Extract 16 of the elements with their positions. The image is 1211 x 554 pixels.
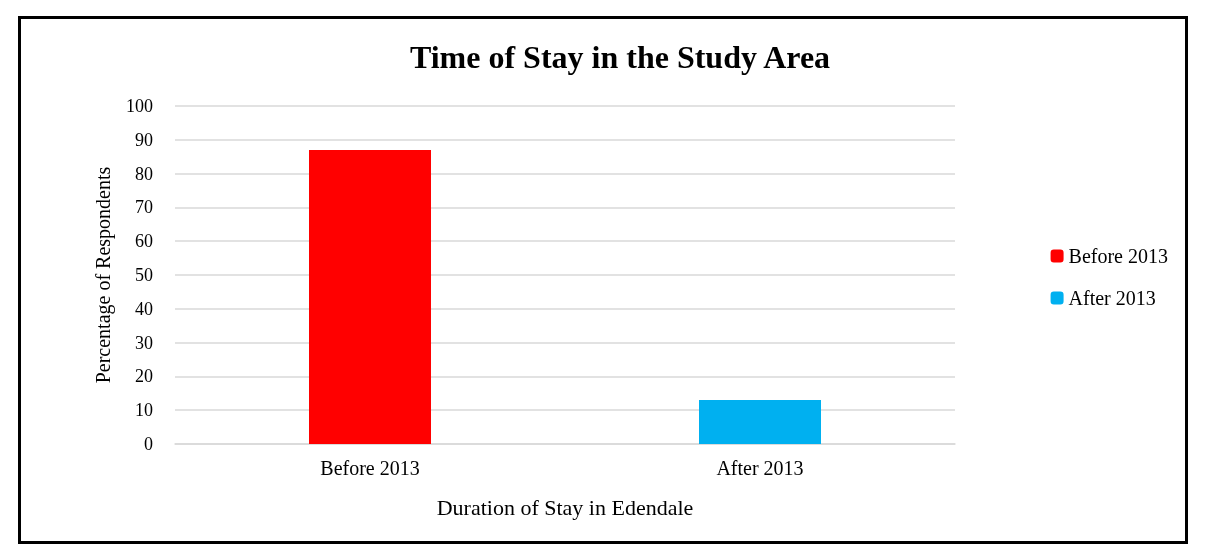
legend-label: After 2013: [1068, 287, 1156, 309]
y-tick-label: 80: [135, 163, 153, 184]
legend-label: Before 2013: [1068, 245, 1169, 267]
y-tick-label: 0: [144, 434, 153, 454]
y-tick-label: 20: [135, 366, 153, 387]
y-tick-label: 10: [135, 400, 153, 421]
y-tick-label: 70: [135, 197, 153, 218]
y-axis-title: Percentage of Respondents: [92, 166, 115, 384]
y-tick-label: 30: [135, 332, 153, 353]
y-tick-label: 60: [135, 231, 153, 252]
y-tick-label: 50: [135, 265, 153, 285]
y-tick-label: 40: [135, 298, 153, 319]
y-tick-label: 100: [126, 96, 153, 116]
x-axis-title: Duration of Stay in Edendale: [436, 494, 694, 520]
y-tick-label: 90: [135, 129, 153, 150]
chart-title: Time of Stay in the Study Area: [409, 39, 831, 75]
